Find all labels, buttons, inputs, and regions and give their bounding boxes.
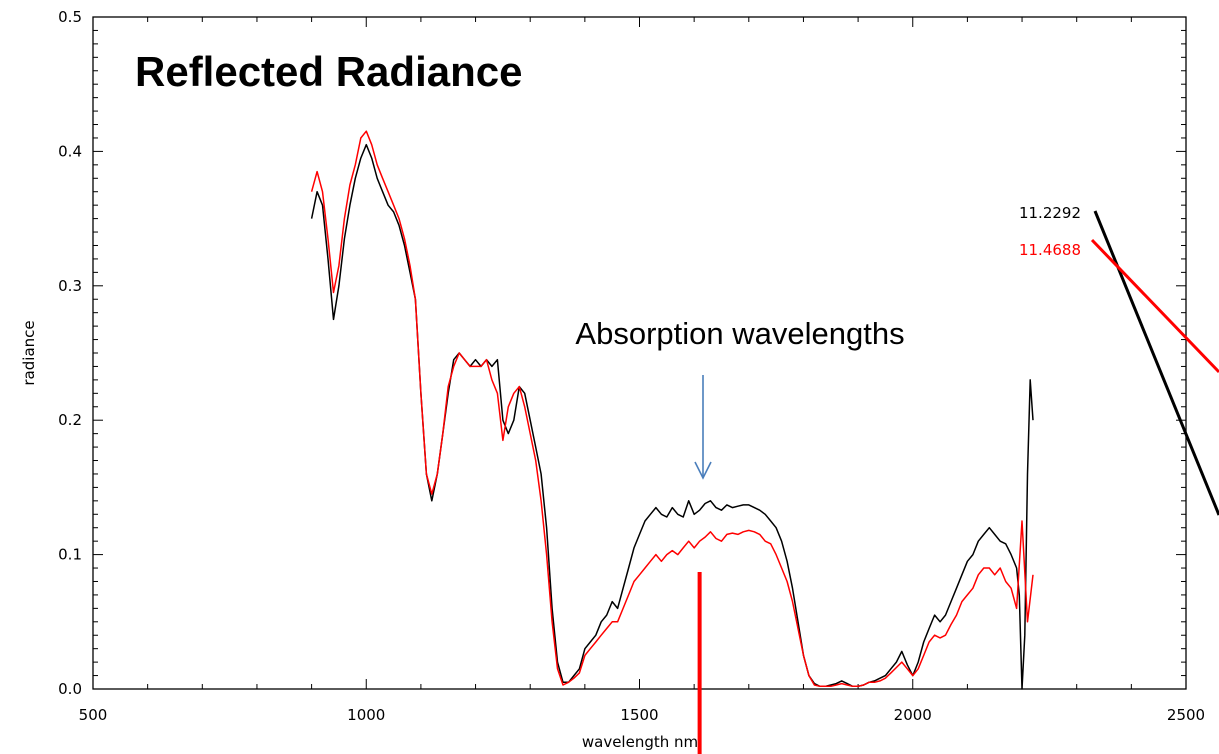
x-tick-label: 1500 — [620, 706, 658, 724]
y-tick-label: 0.2 — [58, 411, 82, 429]
y-tick-label: 0.3 — [58, 277, 82, 295]
y-tick-label: 0.1 — [58, 546, 82, 564]
x-tick-label: 1000 — [347, 706, 385, 724]
plot-frame — [92, 16, 1187, 690]
absorption-arrow — [694, 375, 712, 480]
y-tick-label: 0.0 — [58, 680, 82, 698]
black-readout-pointer — [1093, 210, 1219, 516]
y-tick-label: 0.5 — [58, 8, 82, 26]
x-tick-label: 2500 — [1167, 706, 1205, 724]
black-series-readout: 11.2292 — [1019, 204, 1081, 222]
red-readout-pointer — [1090, 238, 1219, 374]
red-series-line — [310, 130, 1034, 688]
black-series-line — [310, 143, 1034, 690]
absorption-annotation: Absorption wavelengths — [575, 316, 904, 351]
x-tick-label: 2000 — [894, 706, 932, 724]
y-tick-label: 0.4 — [58, 142, 82, 160]
x-axis-title: wavelength nm — [582, 733, 698, 751]
y-axis-title: radiance — [20, 320, 38, 385]
series-layer — [310, 130, 1034, 690]
x-tick-label: 500 — [79, 706, 108, 724]
chart-title: Reflected Radiance — [135, 48, 522, 95]
x-tick-labels: 500 1000 1500 2000 2500 — [79, 706, 1205, 724]
y-tick-labels: 0.0 0.1 0.2 0.3 0.4 0.5 — [58, 8, 82, 698]
red-series-readout: 11.4688 — [1019, 241, 1081, 259]
